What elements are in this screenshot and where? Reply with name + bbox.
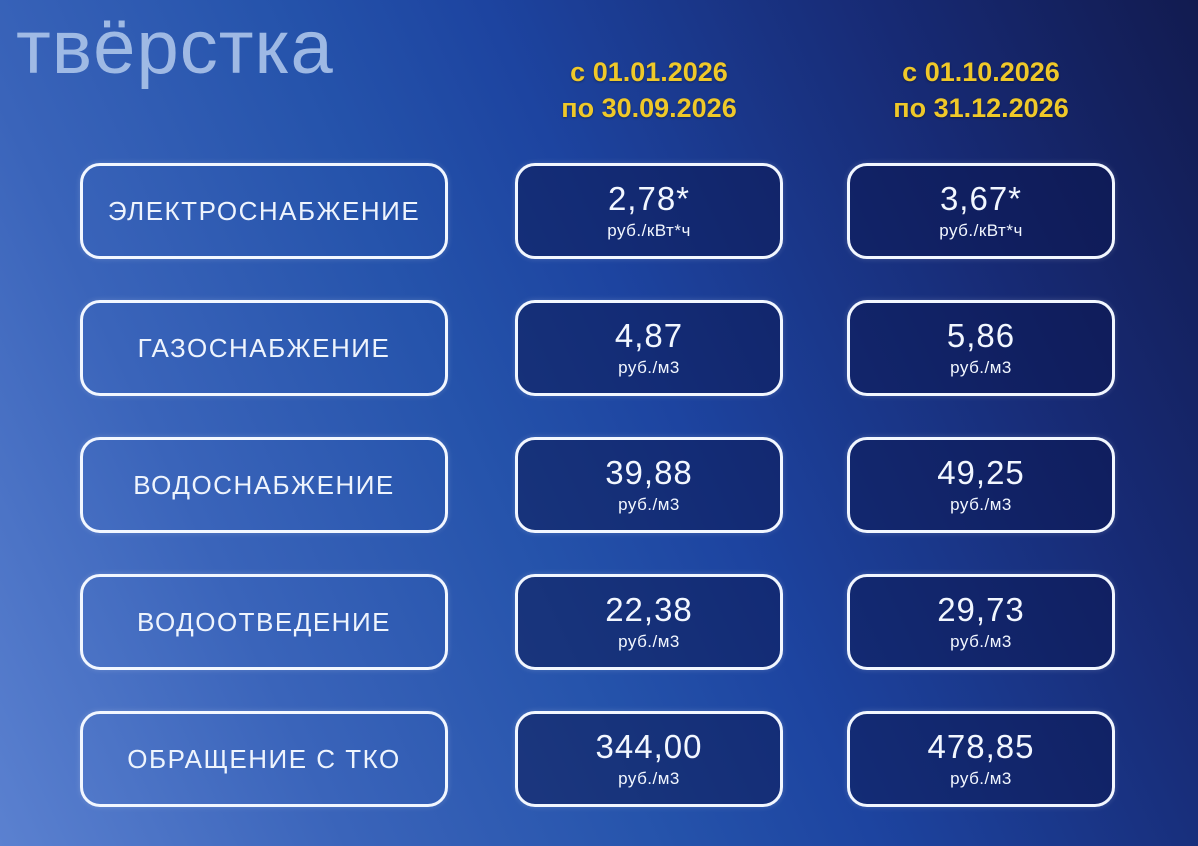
tariff-value-period1: 39,88 руб./м3	[515, 437, 783, 533]
tariff-unit: руб./кВт*ч	[939, 220, 1023, 240]
tariff-row-sewerage: ВОДООТВЕДЕНИЕ 22,38 руб./м3 29,73 руб./м…	[80, 574, 1115, 670]
period-header-1-line1: с 01.01.2026	[570, 57, 728, 87]
tariff-label: ВОДОСНАБЖЕНИЕ	[80, 437, 448, 533]
tariff-number: 2,78*	[607, 180, 691, 218]
period-header-1: с 01.01.2026 по 30.09.2026	[515, 55, 783, 126]
tariff-number: 29,73	[937, 591, 1025, 629]
tariff-unit: руб./м3	[618, 357, 680, 377]
tariff-unit: руб./м3	[950, 631, 1012, 651]
period-header-2-line1: с 01.10.2026	[902, 57, 1060, 87]
tariff-number: 478,85	[927, 728, 1035, 766]
tariff-unit: руб./м3	[950, 494, 1012, 514]
tariff-row-gas: ГАЗОСНАБЖЕНИЕ 4,87 руб./м3 5,86 руб./м3	[80, 300, 1115, 396]
tariff-number: 39,88	[605, 454, 693, 492]
tariff-number: 22,38	[605, 591, 693, 629]
tariff-unit: руб./м3	[618, 768, 680, 788]
tariff-value-period2: 49,25 руб./м3	[847, 437, 1115, 533]
watermark-logo: твёрстка	[16, 5, 334, 90]
tariff-unit: руб./м3	[618, 494, 680, 514]
tariff-unit: руб./м3	[618, 631, 680, 651]
tariff-value-period1: 2,78* руб./кВт*ч	[515, 163, 783, 259]
tariff-value-period2: 29,73 руб./м3	[847, 574, 1115, 670]
tariff-label: ВОДООТВЕДЕНИЕ	[80, 574, 448, 670]
tariff-label: ЭЛЕКТРОСНАБЖЕНИЕ	[80, 163, 448, 259]
tariff-row-water-supply: ВОДОСНАБЖЕНИЕ 39,88 руб./м3 49,25 руб./м…	[80, 437, 1115, 533]
tariff-number: 5,86	[946, 317, 1016, 355]
tariff-unit: руб./м3	[950, 357, 1012, 377]
period-header-1-line2: по 30.09.2026	[561, 92, 737, 123]
tariff-label: ГАЗОСНАБЖЕНИЕ	[80, 300, 448, 396]
tariff-unit: руб./кВт*ч	[607, 220, 691, 240]
tariff-value-period1: 22,38 руб./м3	[515, 574, 783, 670]
tariff-value-period1: 344,00 руб./м3	[515, 711, 783, 807]
tariff-number: 4,87	[614, 317, 684, 355]
tariff-rows: ЭЛЕКТРОСНАБЖЕНИЕ 2,78* руб./кВт*ч 3,67* …	[0, 163, 1115, 807]
tariff-row-electricity: ЭЛЕКТРОСНАБЖЕНИЕ 2,78* руб./кВт*ч 3,67* …	[80, 163, 1115, 259]
tariff-label: ОБРАЩЕНИЕ С ТКО	[80, 711, 448, 807]
tariff-number: 3,67*	[939, 180, 1023, 218]
period-header-2-line2: по 31.12.2026	[893, 92, 1069, 123]
tariff-value-period2: 478,85 руб./м3	[847, 711, 1115, 807]
tariff-number: 49,25	[937, 454, 1025, 492]
tariff-row-waste: ОБРАЩЕНИЕ С ТКО 344,00 руб./м3 478,85 ру…	[80, 711, 1115, 807]
tariff-unit: руб./м3	[950, 768, 1012, 788]
tariff-value-period1: 4,87 руб./м3	[515, 300, 783, 396]
tariff-value-period2: 3,67* руб./кВт*ч	[847, 163, 1115, 259]
period-header-2: с 01.10.2026 по 31.12.2026	[847, 55, 1115, 126]
tariff-value-period2: 5,86 руб./м3	[847, 300, 1115, 396]
tariff-number: 344,00	[595, 728, 703, 766]
